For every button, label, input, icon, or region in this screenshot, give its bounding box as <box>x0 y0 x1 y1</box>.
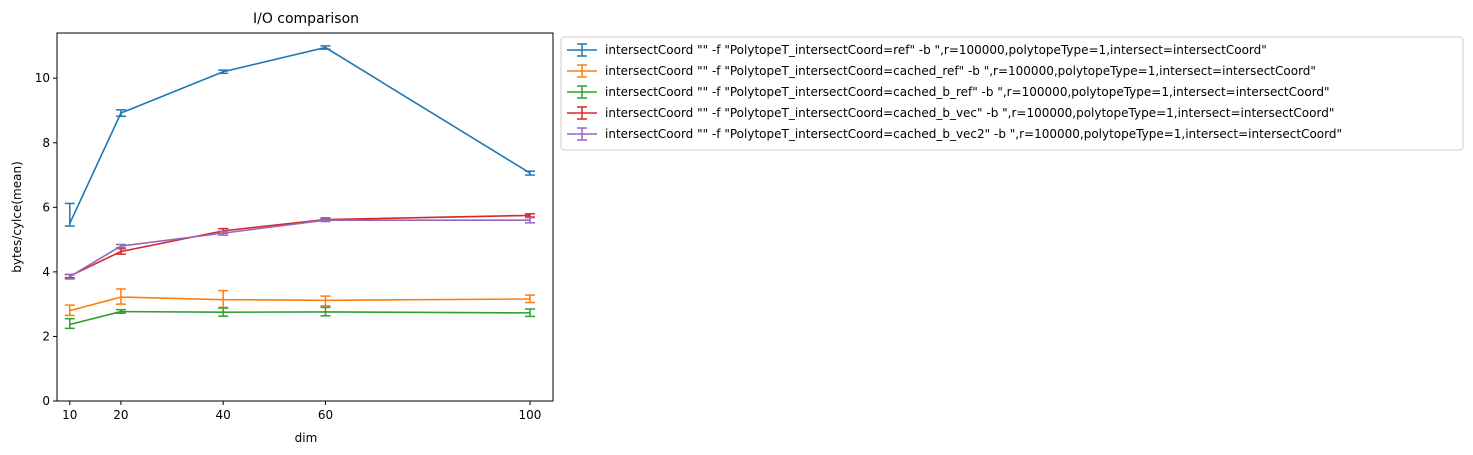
x-tick-label: 10 <box>62 408 77 422</box>
legend-label: intersectCoord "" -f "PolytopeT_intersec… <box>605 106 1334 120</box>
x-tick-label: 20 <box>113 408 128 422</box>
error-bar <box>115 308 126 314</box>
x-axis-label: dim <box>295 431 318 445</box>
series-2 <box>64 288 535 317</box>
error-bar <box>320 45 331 50</box>
legend-label: intersectCoord "" -f "PolytopeT_intersec… <box>605 127 1342 141</box>
series-5 <box>64 216 535 280</box>
error-bar <box>115 243 126 249</box>
error-bar <box>320 295 331 307</box>
error-bar <box>524 216 535 224</box>
legend: intersectCoord "" -f "PolytopeT_intersec… <box>560 36 1464 151</box>
x-tick-label: 60 <box>318 408 333 422</box>
chart-title: I/O comparison <box>253 11 359 27</box>
series-1 <box>64 45 535 227</box>
error-bar <box>64 304 75 317</box>
y-axis-label: bytes/cylce(mean) <box>10 161 24 273</box>
legend-item: intersectCoord "" -f "PolytopeT_intersec… <box>567 106 1334 120</box>
series-line <box>69 310 530 326</box>
y-tick-label: 8 <box>42 136 50 150</box>
legend-item: intersectCoord "" -f "PolytopeT_intersec… <box>567 127 1342 141</box>
series-line <box>69 46 531 224</box>
legend-label: intersectCoord "" -f "PolytopeT_intersec… <box>605 43 1267 57</box>
legend-item: intersectCoord "" -f "PolytopeT_intersec… <box>567 64 1316 78</box>
y-axis: 0 2 4 6 8 10 <box>35 71 57 408</box>
error-bar <box>524 294 535 304</box>
y-tick-label: 6 <box>42 200 50 214</box>
legend-frame <box>560 36 1464 151</box>
error-bar <box>524 308 535 318</box>
series-3 <box>64 306 535 330</box>
legend-item: intersectCoord "" -f "PolytopeT_intersec… <box>567 85 1330 99</box>
series-line <box>69 296 530 312</box>
error-bar <box>64 273 75 280</box>
error-bar <box>64 317 75 330</box>
error-bar <box>115 109 126 118</box>
error-bar <box>218 307 229 317</box>
plot-frame <box>56 32 554 402</box>
error-bar <box>64 202 75 227</box>
y-tick-label: 2 <box>42 329 50 343</box>
error-bar <box>320 218 331 223</box>
legend-label: intersectCoord "" -f "PolytopeT_intersec… <box>605 85 1330 99</box>
y-tick-label: 0 <box>42 394 50 408</box>
error-bar <box>320 306 331 317</box>
y-tick-label: 4 <box>42 265 50 279</box>
plot-area <box>64 45 535 330</box>
x-tick-label: 100 <box>519 408 542 422</box>
x-tick-label: 40 <box>216 408 231 422</box>
error-bar <box>115 288 126 305</box>
x-axis: 10 20 40 60 100 <box>62 401 541 422</box>
series-line <box>69 214 531 277</box>
error-bar <box>218 230 229 236</box>
legend-label: intersectCoord "" -f "PolytopeT_intersec… <box>605 64 1316 78</box>
y-tick-label: 10 <box>35 71 50 85</box>
error-bar <box>218 69 229 75</box>
legend-item: intersectCoord "" -f "PolytopeT_intersec… <box>567 43 1267 57</box>
error-bar <box>524 170 535 176</box>
